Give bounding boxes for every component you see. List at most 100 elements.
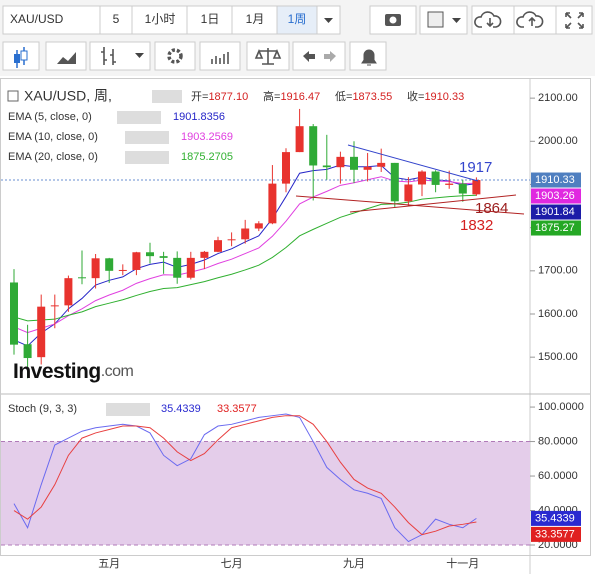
y-tick-label: 20.0000 — [538, 539, 578, 551]
ohlc-label: 开=1877.10 — [191, 91, 248, 103]
candle-body — [37, 306, 46, 358]
candle-body — [132, 252, 141, 270]
candle-body — [282, 152, 290, 184]
drawings — [295, 144, 525, 215]
legend-icons — [125, 131, 169, 144]
scale-icon — [254, 48, 282, 65]
line — [13, 194, 477, 322]
candle-body — [363, 166, 372, 170]
interval-btn[interactable] — [131, 5, 188, 35]
y-tick-label: 100.0000 — [538, 401, 584, 413]
cloud-up-btn[interactable] — [513, 5, 557, 35]
camera-lens — [389, 16, 397, 24]
indicator-btn[interactable] — [199, 41, 241, 71]
candle-body — [227, 239, 236, 241]
fullscreen-icon — [565, 12, 584, 29]
cloud-icon — [474, 11, 502, 28]
x-tick-label: 十一月 — [446, 556, 479, 570]
cloud-down-btn[interactable] — [471, 5, 515, 35]
legend-name: EMA (5, close, 0) — [8, 111, 92, 123]
legend-icons — [117, 111, 161, 124]
y-tick-label: 2100.00 — [538, 92, 578, 104]
candle-body — [472, 180, 481, 195]
interval: 5 — [113, 12, 120, 26]
line-btn[interactable] — [45, 41, 87, 71]
y-tick-label: 40.0000 — [538, 504, 578, 516]
compare-btn[interactable] — [246, 41, 290, 71]
price-tag-label: 35.4339 — [535, 512, 575, 524]
caret — [324, 18, 333, 23]
y-tick-label: 1500.00 — [538, 351, 578, 363]
annotation: 1832 — [460, 217, 493, 234]
undo-icon — [303, 51, 315, 62]
candle-body — [241, 228, 250, 240]
candle-body — [336, 156, 345, 168]
toolbar: XAU/USD 5 1小时 1日 1月 1周 — [0, 0, 595, 76]
legend-value: 33.3577 — [217, 403, 257, 415]
candle-body — [200, 251, 209, 258]
legend-toggle — [7, 90, 19, 102]
legend-value: 1875.2705 — [181, 151, 233, 163]
settings-btn[interactable] — [154, 41, 196, 71]
legend-icons — [106, 403, 150, 416]
chart: 2100.002000.001900.001800.001700.001600.… — [1, 88, 584, 570]
interval: 1小时 — [145, 12, 176, 26]
candle-body — [322, 165, 331, 168]
candle-body — [295, 126, 304, 153]
interval-btn-active[interactable] — [276, 5, 318, 35]
interval: 1日 — [201, 12, 220, 26]
y-tick-label: 80.0000 — [538, 435, 578, 447]
ohlc-key: 低= — [335, 90, 352, 103]
bell-icon — [361, 49, 377, 66]
candle-body — [118, 269, 127, 271]
ohlc-value: 1916.47 — [280, 91, 320, 103]
candle-body — [10, 282, 18, 345]
line — [13, 176, 477, 334]
x-tick-label: 九月 — [343, 557, 365, 570]
undo-redo[interactable] — [292, 41, 346, 71]
y-tick-label: 1700.00 — [538, 265, 578, 277]
y-tick-label: 2000.00 — [538, 135, 578, 147]
ohlc-key: 开= — [191, 91, 208, 103]
price-tag — [531, 204, 581, 220]
candle-body — [159, 256, 168, 258]
candle-body — [91, 258, 100, 279]
price-tag-label: 1901.84 — [535, 206, 575, 218]
candle-body — [173, 257, 182, 278]
x-tick-label: 七月 — [221, 557, 243, 570]
interval-btn[interactable] — [99, 5, 133, 35]
watermark-main: Investing — [13, 360, 101, 383]
chart-title: XAU/USD, 周, — [24, 88, 112, 104]
interval-btn[interactable] — [231, 5, 278, 35]
ohlc-value: 1877.10 — [208, 91, 248, 103]
ohlc-label: 收=1910.33 — [407, 89, 464, 103]
annotation: 1864 — [475, 200, 508, 217]
price-tag-label: 1903.26 — [535, 190, 575, 202]
annotation: 1917 — [459, 159, 492, 176]
candle-body — [445, 183, 454, 185]
indicator-icon — [211, 52, 229, 64]
line — [13, 413, 477, 543]
cloud-icon — [516, 11, 544, 28]
redo-icon — [324, 51, 336, 62]
symbol-box[interactable] — [2, 5, 101, 35]
price-tag — [531, 220, 581, 236]
legend-value: 1901.8356 — [173, 111, 225, 123]
line — [13, 415, 477, 536]
candle-body — [78, 277, 86, 279]
candle-icon — [20, 50, 28, 61]
fullscreen-btn[interactable] — [555, 5, 593, 35]
x-tick-label: 五月 — [98, 558, 120, 570]
ohlc-key: 收= — [407, 89, 424, 103]
interval-btn[interactable] — [186, 5, 233, 35]
trendline — [349, 194, 517, 213]
interval: 1月 — [246, 12, 265, 26]
ohlc-value: 1910.33 — [424, 91, 464, 103]
price-tag — [531, 510, 581, 526]
candle-body — [431, 171, 440, 185]
y-tick-label: 60.0000 — [538, 470, 578, 482]
band — [1, 441, 530, 545]
ohlc-label: 高=1916.47 — [263, 89, 320, 103]
candle-body — [23, 344, 32, 359]
bar-icon — [101, 47, 116, 65]
